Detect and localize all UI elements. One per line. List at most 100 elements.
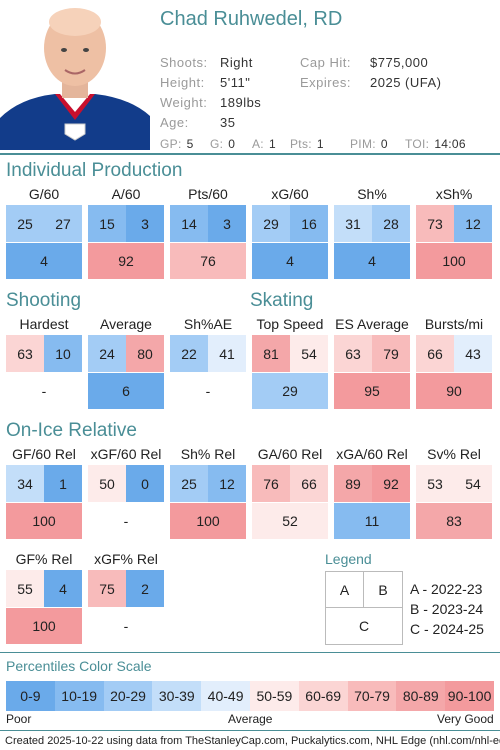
stat-label: G: [210, 137, 224, 151]
metric-value-b: 43 [454, 335, 492, 372]
scale-bin: 80-89 [396, 681, 446, 711]
scale-label-poor: Poor [6, 712, 32, 726]
scale-label-very-good: Very Good [437, 712, 494, 726]
metric-value-a: 34 [6, 465, 44, 502]
metric-value-a: 50 [88, 465, 126, 502]
section-title-shooting: Shooting [6, 290, 82, 311]
metric-value-b: 3 [126, 205, 164, 242]
metric-value-b: 66 [290, 465, 328, 502]
scale-bin: 60-69 [298, 681, 348, 711]
metric-value-c: 100 [170, 503, 246, 539]
section-title-individual-production: Individual Production [6, 160, 183, 181]
scale-label-average: Average [228, 712, 273, 726]
metric-value-c: 4 [334, 243, 410, 279]
stat-label: Pts: [290, 137, 312, 151]
metric-label-xgf-60-rel: xGF/60 Rel [90, 446, 162, 462]
metric-label-sh: Sh% [357, 186, 387, 202]
metric-label-pts-60: Pts/60 [188, 186, 228, 202]
metric-value-b: 28 [372, 205, 410, 242]
legend-title: Legend [325, 551, 372, 567]
stat-label: PIM: [350, 137, 376, 151]
metric-label-es-average: ES Average [335, 316, 409, 332]
metric-value-a: 22 [170, 335, 208, 372]
metric-value-c: 95 [334, 373, 410, 409]
metric-value-a: 63 [6, 335, 44, 372]
scale-bin: 0-9 [6, 681, 55, 711]
info-label: Age: [160, 115, 189, 130]
info-label: Shoots: [160, 55, 208, 70]
info-value: 5'11" [220, 75, 251, 90]
metric-value-c: 4 [252, 243, 328, 279]
scale-bin: 30-39 [152, 681, 202, 711]
metric-label-top-speed: Top Speed [256, 316, 324, 332]
metric-value-a: 63 [334, 335, 372, 372]
metric-value-b: 3 [208, 205, 246, 242]
stat-value: 0 [380, 137, 388, 151]
metric-label-xga-60-rel: xGA/60 Rel [336, 446, 408, 462]
stat-label: TOI: [405, 137, 430, 151]
legend-key: A B C [325, 571, 403, 645]
info-label: Height: [160, 75, 205, 90]
metric-label-ga-60-rel: GA/60 Rel [257, 446, 323, 462]
footer-credits: Created 2025-10-22 using data from TheSt… [5, 735, 500, 747]
metric-value-b: 10 [44, 335, 82, 372]
metric-value-c: 52 [252, 503, 328, 539]
metric-value-a: 29 [252, 205, 290, 242]
legend-item-a: A - 2022-23 [410, 581, 483, 597]
metric-value-c: 11 [334, 503, 410, 539]
metric-label-gf-60-rel: GF/60 Rel [12, 446, 76, 462]
metric-label-sh-rel: Sh% Rel [180, 446, 236, 462]
metric-value-c: 92 [88, 243, 164, 279]
metric-value-a: 81 [252, 335, 290, 372]
divider [0, 730, 500, 731]
metric-label-xgf-rel: xGF% Rel [94, 551, 158, 567]
divider [0, 153, 500, 155]
metric-value-b: 79 [372, 335, 410, 372]
metric-value-b: 27 [44, 205, 82, 242]
legend-item-b: B - 2023-24 [410, 601, 484, 617]
metric-label-sv-rel: Sv% Rel [427, 446, 481, 462]
metric-value-c: 76 [170, 243, 246, 279]
metric-value-a: 14 [170, 205, 208, 242]
metric-value-b: 54 [454, 465, 492, 502]
legend-key-b: B [364, 572, 402, 608]
stat-label: A: [252, 137, 264, 151]
metric-value-a: 24 [88, 335, 126, 372]
stat-value: 1 [268, 137, 276, 151]
info-value: 35 [220, 115, 236, 130]
metric-value-a: 15 [88, 205, 126, 242]
metric-value-c: - [88, 503, 164, 539]
metric-value-b: 12 [208, 465, 246, 502]
metric-value-c: - [170, 373, 246, 409]
scale-bin: 90-100 [445, 681, 494, 711]
legend-key-c: C [358, 618, 370, 634]
contract-label: Cap Hit: [300, 55, 351, 70]
info-value: Right [220, 55, 253, 70]
stat-value: 14:06 [434, 137, 466, 151]
metric-value-b: 1 [44, 465, 82, 502]
stat-label: GP: [160, 137, 182, 151]
scale-bin: 20-29 [103, 681, 153, 711]
metric-value-b: 2 [126, 570, 164, 607]
metric-label-bursts-mi: Bursts/mi [424, 316, 484, 332]
metric-value-a: 53 [416, 465, 454, 502]
metric-value-c: 100 [416, 243, 492, 279]
stat-value: 1 [316, 137, 324, 151]
metric-value-a: 73 [416, 205, 454, 242]
metric-value-a: 55 [6, 570, 44, 607]
metric-label-a-60: A/60 [111, 186, 141, 202]
metric-value-c: 29 [252, 373, 328, 409]
metric-value-b: 54 [290, 335, 328, 372]
metric-value-a: 89 [334, 465, 372, 502]
metric-value-b: 41 [208, 335, 246, 372]
metric-label-sh-ae: Sh%AE [183, 316, 233, 332]
metric-value-c: 83 [416, 503, 492, 539]
metric-value-c: 4 [6, 243, 82, 279]
metric-value-c: 100 [6, 608, 82, 644]
info-value: 189lbs [220, 95, 262, 110]
metric-value-a: 25 [170, 465, 208, 502]
metric-value-c: - [88, 608, 164, 644]
metric-value-a: 25 [6, 205, 44, 242]
metric-value-b: 92 [372, 465, 410, 502]
metric-value-b: 80 [126, 335, 164, 372]
